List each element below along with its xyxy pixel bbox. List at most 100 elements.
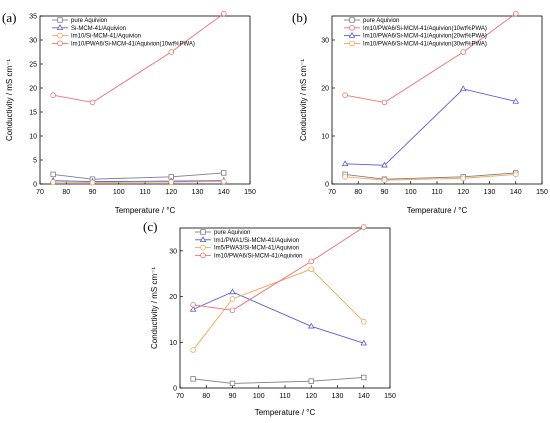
data-point: [308, 378, 314, 384]
data-point: [190, 376, 196, 382]
x-tick-label: 70: [36, 189, 44, 196]
x-tick-label: 120: [457, 189, 469, 196]
data-point: [360, 339, 368, 346]
x-tick-label: 130: [192, 189, 204, 196]
x-tick-label: 90: [89, 189, 97, 196]
series-1: [190, 374, 367, 387]
data-point: [381, 177, 388, 183]
data-point: [459, 85, 467, 92]
data-point: [221, 170, 227, 176]
data-point: [189, 305, 197, 312]
series-line: [192, 268, 365, 351]
x-tick-label: 100: [253, 393, 265, 400]
y-tick-label: 0: [173, 386, 177, 393]
chart-panel-1: (a) 70 80 90 100 110 120 130 140 150 0 5 10 15 20 25 30 3…: [2, 10, 256, 215]
x-axis-title: Temperature / °C: [115, 206, 176, 215]
data-point: [512, 171, 519, 178]
data-point: [381, 161, 388, 168]
data-point: [50, 179, 56, 185]
data-point: [50, 92, 56, 98]
data-point: [361, 374, 367, 381]
y-tick-label: 30: [169, 248, 177, 255]
y-tick-label: 35: [29, 14, 37, 21]
x-tick-label: 150: [384, 393, 396, 400]
y-tick-label: 0: [33, 182, 37, 189]
series-1: [50, 170, 227, 182]
data-point: [229, 296, 236, 302]
x-tick-label: 100: [113, 189, 125, 196]
x-tick-label: 90: [381, 189, 389, 196]
data-point: [308, 258, 315, 265]
y-tick-label: 20: [29, 86, 37, 93]
y-tick-label: 30: [321, 38, 329, 45]
x-tick-label: 120: [305, 393, 317, 400]
legend-label: Im5/PWA3/Si-MCM-41/Aquivion: [214, 246, 299, 252]
x-tick-label: 80: [202, 393, 210, 400]
legend-marker: [200, 252, 206, 259]
legend-marker: [200, 229, 206, 235]
legend-marker: [349, 24, 355, 31]
legend-marker: [348, 31, 356, 38]
series-line: [53, 180, 224, 183]
panel-letter: (b): [292, 10, 307, 25]
x-tick-label: 140: [510, 189, 522, 196]
y-tick-label: 25: [29, 62, 37, 69]
x-tick-label: 130: [332, 393, 344, 400]
data-point: [190, 301, 196, 308]
series-line: [193, 377, 364, 384]
data-point: [360, 318, 367, 325]
series-4: [190, 224, 367, 314]
data-point: [512, 10, 519, 17]
y-axis-title: Conductivity / mS cm⁻¹: [299, 59, 308, 141]
y-tick-label: 15: [29, 110, 37, 117]
x-tick-label: 80: [62, 189, 70, 196]
legend-label: Im10/PWA6/Si-MCM-41/Aquivion(10wt%PWA): [71, 41, 195, 47]
series-line: [53, 172, 224, 180]
series-line: [53, 13, 225, 103]
x-tick-label: 100: [405, 189, 417, 196]
x-tick-label: 90: [229, 393, 237, 400]
data-point: [381, 99, 388, 106]
y-axis-title: Conductivity / mS cm⁻¹: [5, 59, 14, 141]
series-4: [342, 171, 519, 183]
x-tick-label: 110: [431, 189, 442, 196]
legend-marker: [57, 40, 63, 47]
data-point: [89, 179, 96, 186]
y-tick-label: 10: [321, 134, 329, 141]
legend-label: Im10/PWA6/Si-MCM-41/Aquivion(30wt%PWA): [363, 41, 487, 47]
plot-frame: [179, 227, 391, 389]
y-tick-label: 0: [325, 182, 329, 189]
data-point: [89, 99, 96, 106]
legend-label: Im10/PWA6/Si-MCM-41/Aquivion: [214, 253, 302, 259]
x-tick-label: 150: [244, 189, 256, 196]
legend-label: Im10/PWA6/Si-MCM-41/Aquivion(10wt%PWA): [363, 26, 487, 32]
y-tick-label: 5: [33, 158, 37, 165]
data-point: [50, 171, 56, 178]
data-point: [220, 10, 227, 17]
x-axis-title: Temperature / °C: [407, 206, 468, 215]
legend-label: pure Aquivion: [71, 18, 107, 24]
legend-marker: [56, 24, 64, 31]
x-tick-label: 110: [279, 393, 290, 400]
y-tick-label: 10: [29, 134, 37, 141]
y-tick-label: 30: [29, 38, 37, 45]
x-tick-label: 70: [176, 393, 184, 400]
x-tick-label: 150: [536, 189, 548, 196]
legend-label: Im1/PWA1/Si-MCM-41/Aquivion: [214, 238, 299, 244]
legend-marker: [199, 236, 207, 243]
legend-label: Si-MCM-41/Aquivion: [71, 26, 126, 32]
chart-panel-2: (b) 70 80 90 100 110 120 130 140 150 0 10 20 30 Temper…: [292, 10, 548, 215]
series-line: [345, 172, 516, 180]
y-tick-label: 10: [169, 340, 177, 347]
data-point: [308, 266, 315, 272]
data-point: [229, 307, 236, 314]
data-point: [229, 380, 236, 387]
x-tick-label: 140: [358, 393, 370, 400]
x-axis-title: Temperature / °C: [255, 408, 316, 417]
x-tick-label: 110: [139, 189, 150, 196]
series-line: [345, 88, 516, 166]
y-tick-label: 20: [169, 294, 177, 301]
data-point: [220, 178, 227, 185]
